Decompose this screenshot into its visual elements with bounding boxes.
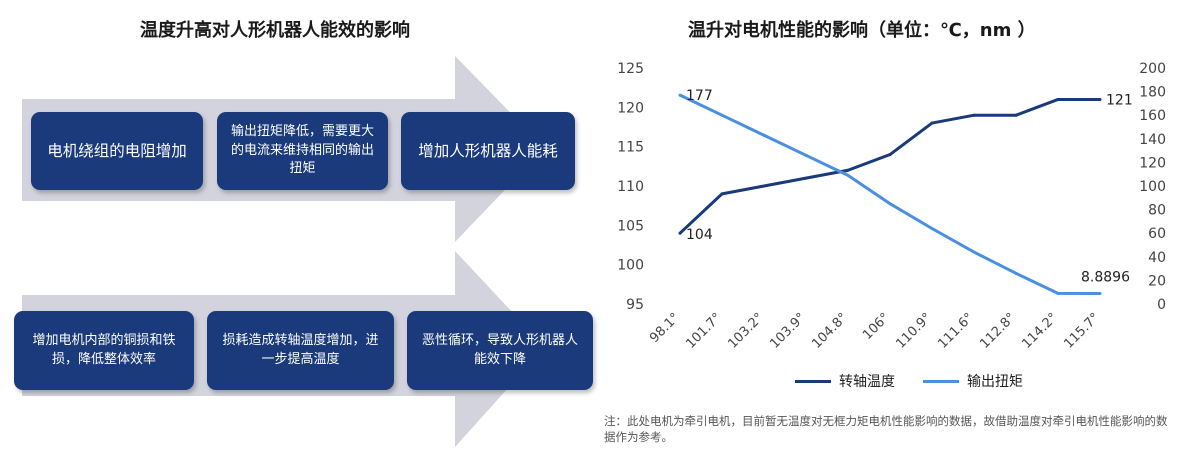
left-axis-tick: 115 (617, 140, 644, 156)
right-axis-tick: 100 (1139, 179, 1166, 195)
box-row2-2: 损耗造成转轴温度增加，进一步提高温度 (207, 311, 394, 390)
data-point (1098, 292, 1102, 296)
x-axis-tick: 111.6° (935, 310, 977, 352)
x-axis-tick: 115.7° (1061, 310, 1103, 352)
x-axis-tick: 98.1° (647, 310, 683, 346)
data-point (804, 176, 808, 180)
data-label: 8.8896 (1081, 270, 1130, 286)
left-axis-tick: 125 (617, 61, 644, 77)
data-point (762, 184, 766, 188)
data-point (804, 153, 808, 157)
x-axis-tick: 103.2° (725, 310, 767, 352)
x-axis-tick: 114.2° (1019, 310, 1061, 352)
x-axis-tick: 104.8° (809, 310, 851, 352)
line-chart: 95 100 105 110 115 120 125 0 20 40 60 80 100 120 140 16… (617, 61, 1166, 352)
legend-label: 转轴温度 (839, 374, 895, 390)
right-axis-tick: 200 (1139, 61, 1166, 77)
data-point (930, 121, 934, 125)
right-axis-tick: 120 (1139, 155, 1166, 171)
data-point (678, 231, 682, 235)
data-point (972, 113, 976, 117)
right-axis-tick: 20 (1148, 273, 1166, 289)
box-label: 增加电机内部的铜损和铁损，降低整体效率 (32, 332, 176, 367)
data-point (846, 168, 850, 172)
right-axis-tick: 0 (1157, 297, 1166, 313)
data-point (1014, 271, 1018, 275)
box-label: 损耗造成转轴温度增加，进一步提高温度 (222, 332, 379, 367)
data-point (720, 192, 724, 196)
data-point (888, 153, 892, 157)
data-point (1014, 113, 1018, 117)
left-axis-tick: 110 (617, 179, 644, 195)
series-line-torque (679, 93, 1101, 296)
legend-label: 输出扭矩 (967, 374, 1023, 390)
x-axis-tick: 110.9° (893, 310, 935, 352)
data-label: 177 (686, 88, 713, 104)
right-axis-tick: 60 (1148, 226, 1166, 242)
data-point (930, 226, 934, 230)
right-axis-tick: 180 (1139, 85, 1166, 101)
chart-legend: 转轴温度 输出扭矩 (795, 371, 1041, 391)
box-row2-1: 增加电机内部的铜损和铁损，降低整体效率 (14, 311, 194, 390)
data-point (1098, 97, 1102, 101)
data-point (678, 93, 682, 97)
left-axis-tick: 105 (617, 218, 644, 234)
legend-item-temp: 转轴温度 (795, 371, 895, 391)
chart-note: 注：此处电机为牵引电机，目前暂无温度对无框力矩电机性能影响的数据，故借助温度对牵… (604, 414, 1168, 445)
right-axis-tick: 80 (1148, 203, 1166, 219)
box-row1-3: 增加人形机器人能耗 (401, 112, 575, 190)
data-point (1056, 291, 1060, 295)
box-label: 输出扭矩降低，需要更大的电流来维持相同的输出扭矩 (230, 123, 374, 177)
right-axis-tick: 40 (1148, 250, 1166, 266)
x-axis-tick: 101.7° (683, 310, 725, 352)
legend-swatch (795, 379, 831, 383)
chart-title: 温升对电机性能的影响（单位：℃，nm ） (688, 20, 1036, 41)
data-point (972, 250, 976, 254)
box-label: 恶性循环，导致人形机器人能效下降 (421, 332, 578, 367)
data-point (762, 133, 766, 137)
left-axis-tick: 95 (626, 297, 644, 313)
data-point (1056, 97, 1060, 101)
data-point (888, 202, 892, 206)
data-point (720, 113, 724, 117)
data-point (846, 173, 850, 177)
legend-item-torque: 输出扭矩 (923, 371, 1023, 391)
box-row2-3: 恶性循环，导致人形机器人能效下降 (407, 311, 593, 390)
box-row1-1: 电机绕组的电阻增加 (31, 112, 203, 190)
series-line-temperature (678, 97, 1100, 235)
left-axis-tick: 100 (617, 258, 644, 274)
box-label: 电机绕组的电阻增加 (47, 141, 187, 160)
box-row1-2: 输出扭矩降低，需要更大的电流来维持相同的输出扭矩 (217, 112, 388, 190)
legend-swatch (923, 379, 959, 383)
data-label: 121 (1106, 92, 1133, 108)
right-axis-tick: 140 (1139, 132, 1166, 148)
right-axis-tick: 160 (1139, 108, 1166, 124)
box-label: 增加人形机器人能耗 (418, 141, 558, 160)
data-label: 104 (686, 227, 713, 243)
x-axis-tick: 103.9° (767, 310, 809, 352)
left-axis-tick: 120 (617, 100, 644, 116)
left-panel-title: 温度升高对人形机器人能效的影响 (140, 20, 410, 41)
x-axis-tick: 112.8° (977, 310, 1019, 352)
x-axis-tick: 106° (860, 310, 893, 343)
